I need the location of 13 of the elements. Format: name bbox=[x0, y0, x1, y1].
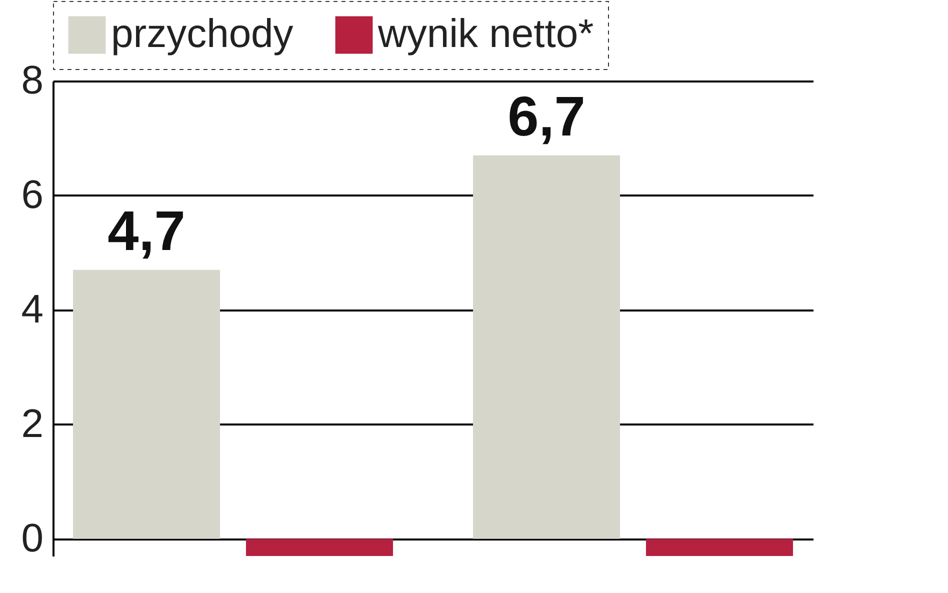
y-tick-label: 6 bbox=[21, 172, 44, 217]
bar bbox=[473, 155, 620, 539]
legend-label: przychody bbox=[111, 12, 294, 56]
bar bbox=[646, 538, 793, 556]
bar bbox=[246, 538, 393, 556]
y-tick-label: 8 bbox=[21, 58, 44, 102]
y-tick-label: 0 bbox=[21, 516, 44, 560]
data-label: 6,7 bbox=[508, 84, 586, 148]
y-tick-label: 4 bbox=[21, 287, 44, 332]
data-label: 4,7 bbox=[108, 198, 186, 262]
legend-label: wynik netto* bbox=[377, 12, 594, 56]
bar bbox=[73, 270, 220, 539]
y-tick-label: 2 bbox=[21, 402, 44, 446]
